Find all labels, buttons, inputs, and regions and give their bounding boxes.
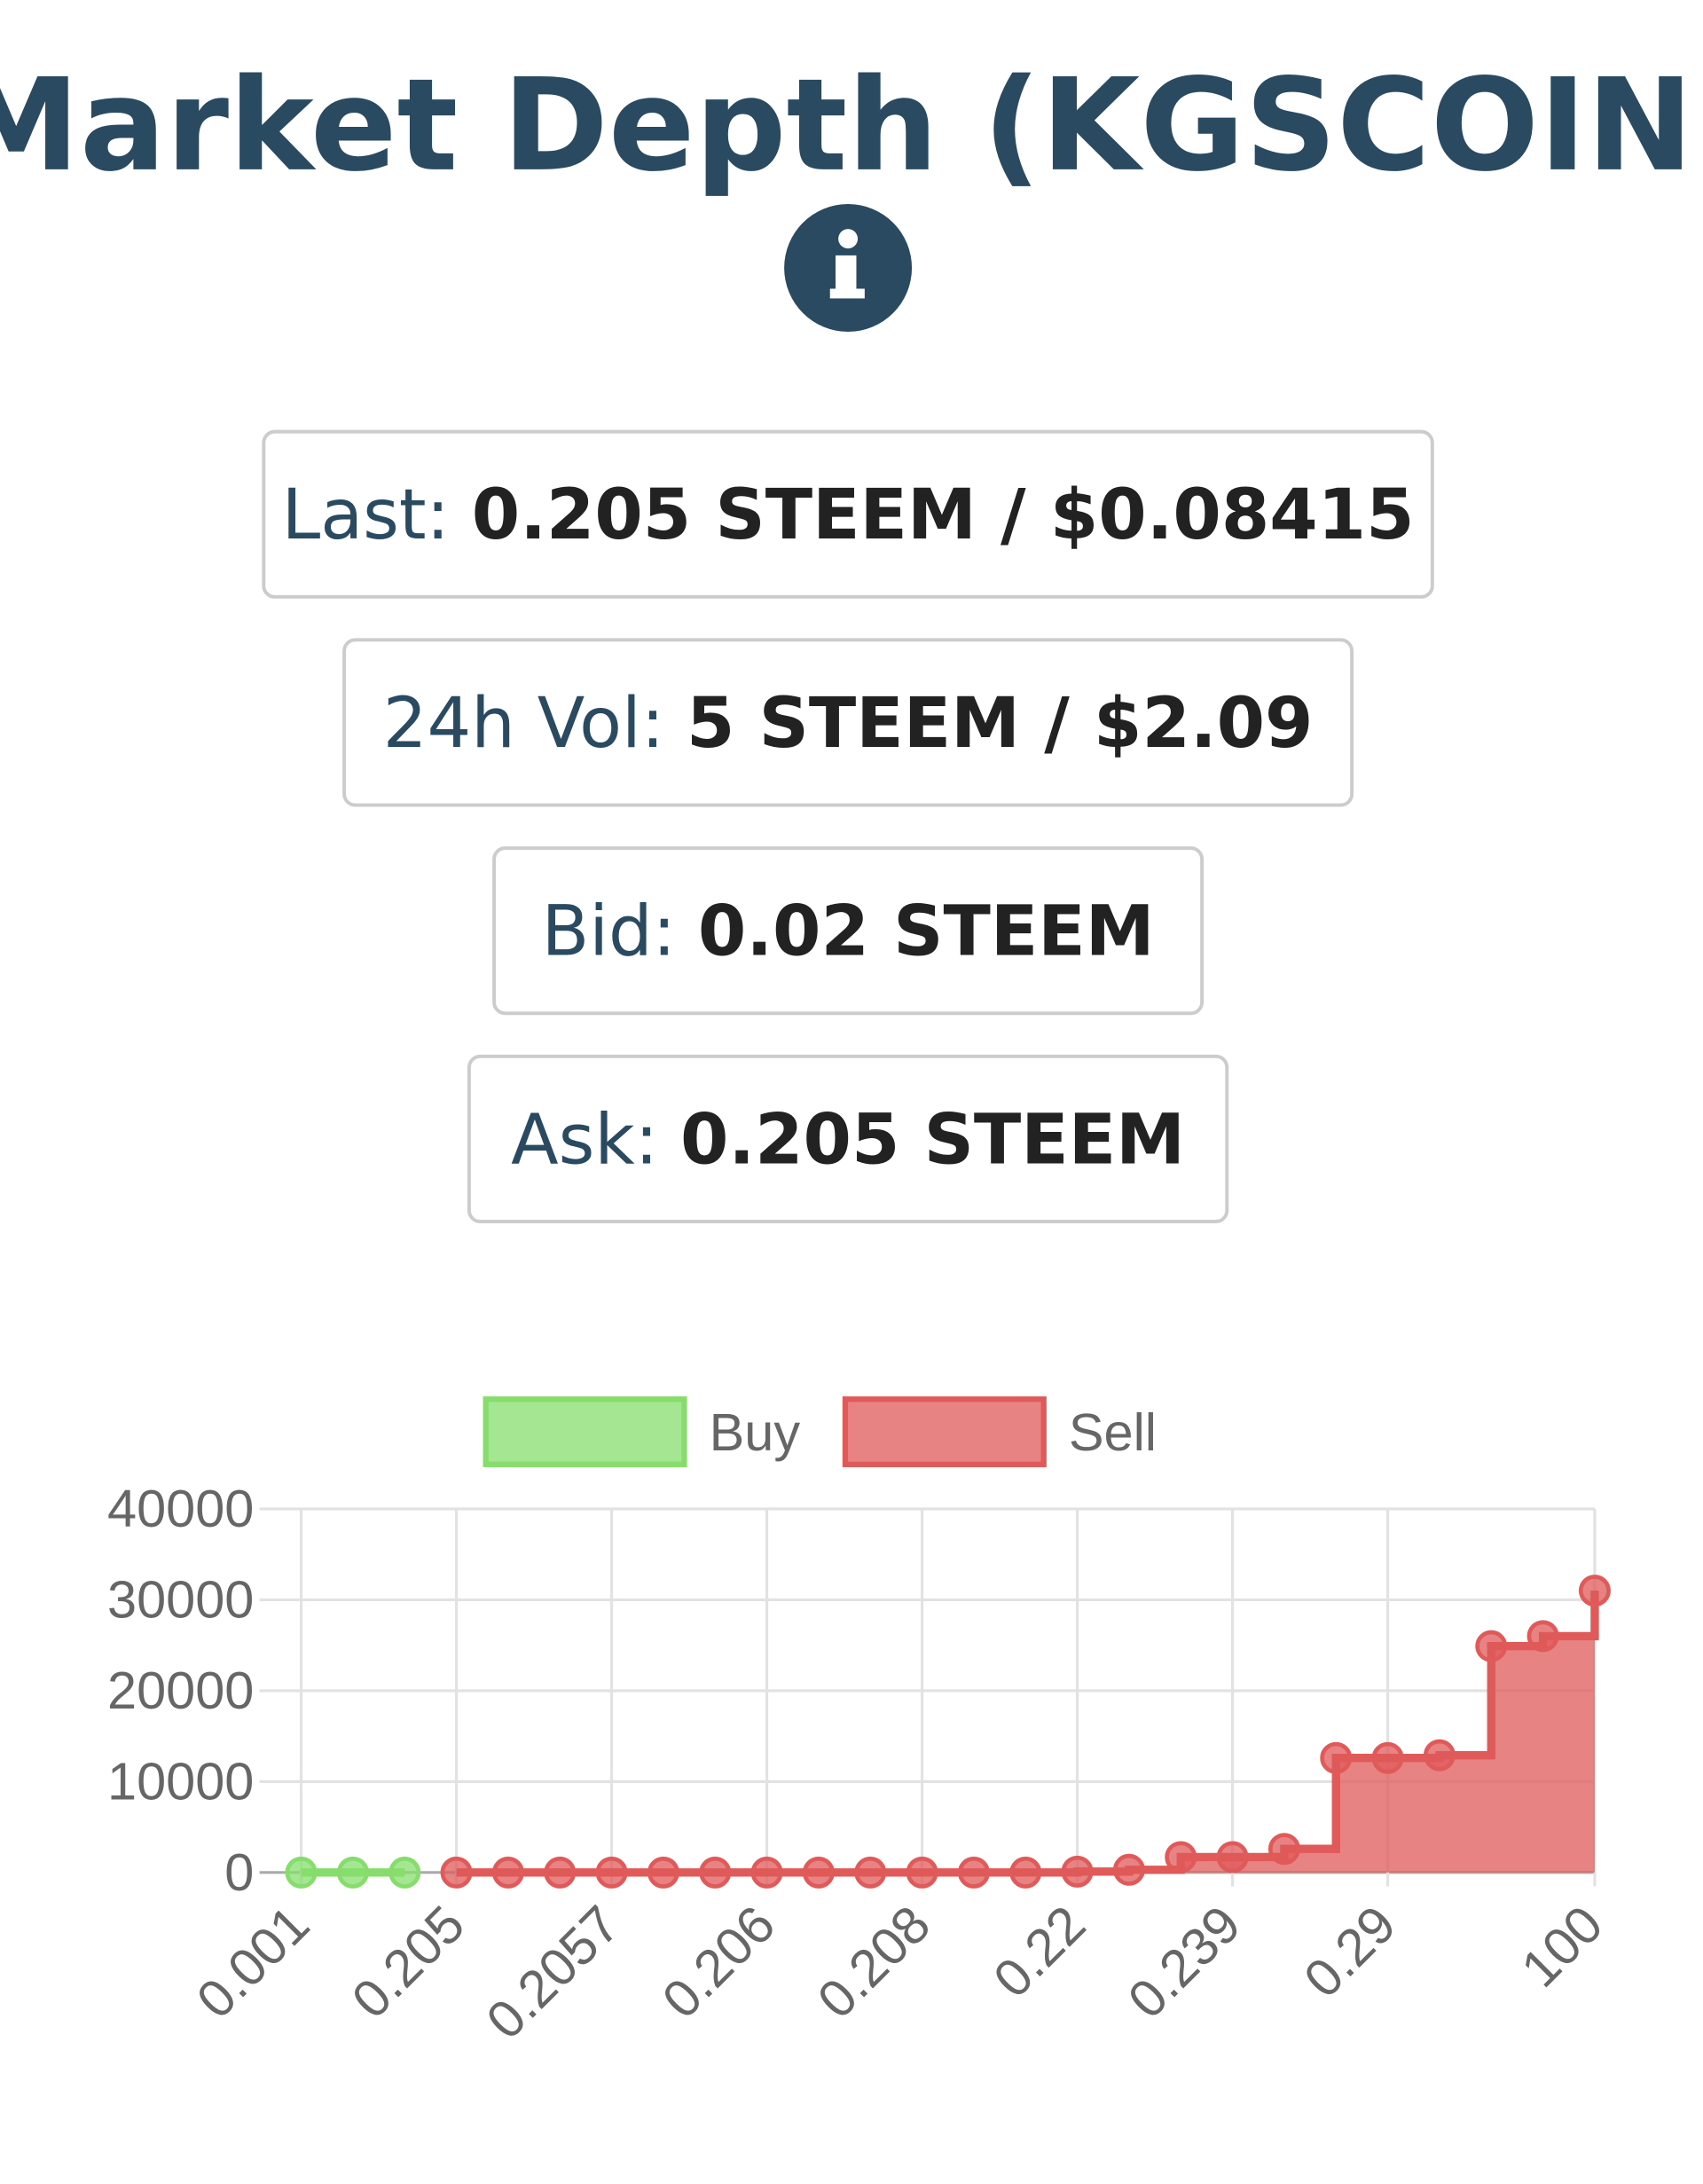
- stat-box: [492, 846, 1205, 1016]
- data-point: [854, 1856, 887, 1889]
- stat-value: 0.205 STEEM: [680, 1099, 1185, 1180]
- data-point: [285, 1856, 318, 1889]
- stat-box: [342, 638, 1354, 807]
- x-tick-label: 0.205: [341, 1894, 476, 2030]
- data-point: [1423, 1739, 1456, 1772]
- legend-label: Sell: [1069, 1402, 1157, 1462]
- y-tick-label: 10000: [107, 1752, 254, 1811]
- data-point: [1165, 1841, 1197, 1874]
- stat-label: Bid:: [542, 892, 676, 972]
- data-point: [699, 1856, 732, 1889]
- x-tick-label: 0.208: [806, 1894, 942, 2030]
- info-button[interactable]: [784, 204, 913, 332]
- legend-swatch: [483, 1396, 687, 1467]
- data-point: [1526, 1620, 1559, 1653]
- data-point: [1216, 1841, 1249, 1874]
- page-title: Market Depth (KGSCOIN): [0, 51, 1703, 200]
- data-point: [388, 1856, 421, 1889]
- stat-box: [262, 429, 1434, 599]
- stat-label: 24h Vol:: [383, 683, 664, 764]
- stat-label: Ask:: [511, 1099, 658, 1180]
- data-point: [1061, 1855, 1094, 1888]
- x-tick-label: 0.22: [982, 1894, 1096, 2008]
- stat-value: 0.02 STEEM: [698, 892, 1155, 972]
- x-tick-label: 0.239: [1117, 1894, 1252, 2030]
- stat-text: Last: 0.205 STEEM / $0.08415: [282, 475, 1415, 555]
- x-tick-label: 0.2057: [475, 1894, 631, 2050]
- data-point: [957, 1856, 990, 1889]
- data-point: [1371, 1741, 1404, 1774]
- data-point: [1475, 1630, 1508, 1662]
- legend-swatch: [842, 1396, 1047, 1467]
- series-area: [456, 1591, 1595, 1873]
- stat-value: 5 STEEM / $2.09: [687, 683, 1313, 764]
- y-tick-label: 40000: [107, 1479, 254, 1538]
- data-point: [906, 1856, 938, 1889]
- data-point: [647, 1856, 679, 1889]
- stat-box: [467, 1054, 1229, 1223]
- y-tick-label: 0: [224, 1842, 254, 1902]
- data-point: [1112, 1853, 1145, 1886]
- x-tick-label: 100: [1510, 1894, 1614, 1999]
- y-tick-label: 30000: [107, 1570, 254, 1630]
- data-point: [491, 1856, 524, 1889]
- data-point: [544, 1856, 577, 1889]
- stat-value: 0.205 STEEM / $0.08415: [472, 475, 1415, 555]
- stat-text: 24h Vol: 5 STEEM / $2.09: [383, 683, 1314, 764]
- stat-label: Last:: [282, 475, 450, 555]
- data-point: [336, 1856, 369, 1889]
- data-point: [1578, 1575, 1611, 1607]
- data-point: [440, 1856, 473, 1889]
- stat-text: Bid: 0.02 STEEM: [542, 892, 1155, 972]
- data-point: [1009, 1856, 1042, 1889]
- data-point: [1267, 1833, 1300, 1866]
- legend-label: Buy: [710, 1402, 801, 1462]
- data-point: [595, 1856, 628, 1889]
- data-point: [802, 1856, 835, 1889]
- data-point: [1320, 1741, 1353, 1774]
- x-tick-label: 0.29: [1292, 1894, 1407, 2008]
- stat-text: Ask: 0.205 STEEM: [511, 1099, 1185, 1180]
- data-point: [750, 1856, 783, 1889]
- y-tick-label: 20000: [107, 1661, 254, 1720]
- x-tick-label: 0.001: [185, 1894, 321, 2030]
- x-tick-label: 0.206: [651, 1894, 787, 2030]
